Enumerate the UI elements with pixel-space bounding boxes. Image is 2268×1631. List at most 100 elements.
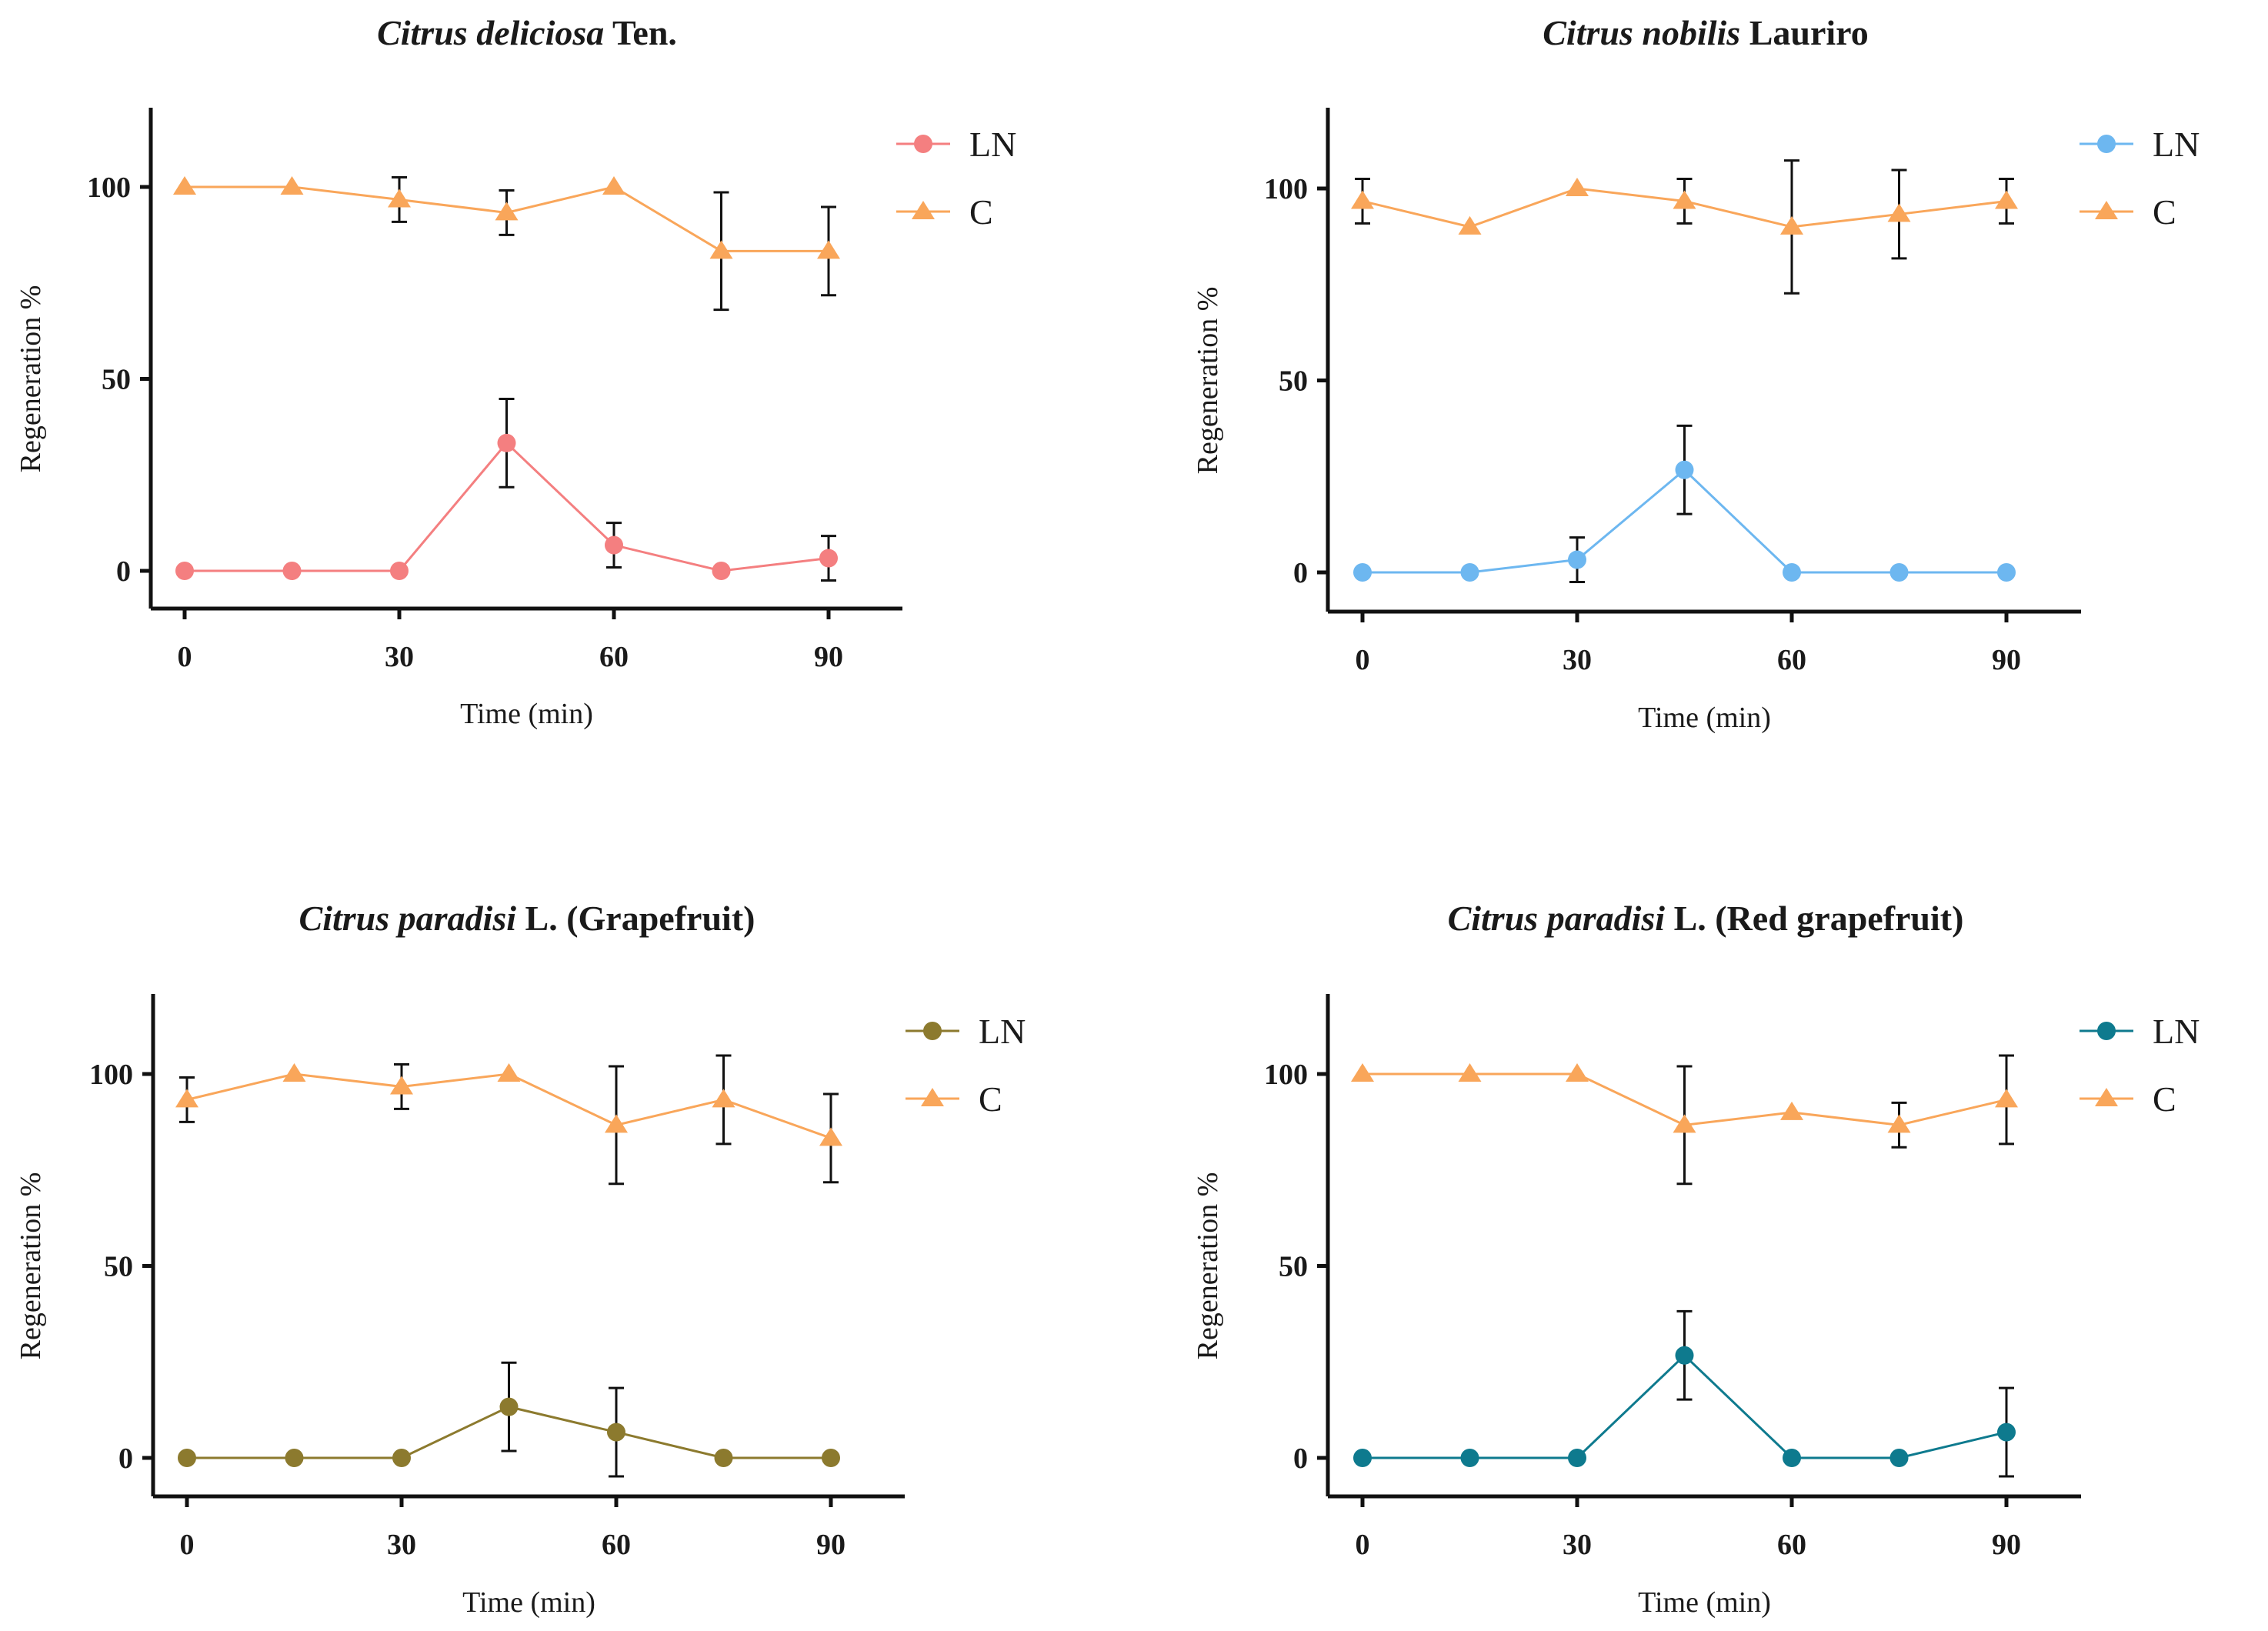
series-LN (1353, 424, 2016, 583)
data-point-circle (714, 1449, 733, 1467)
data-point-triangle (1887, 1114, 1911, 1133)
legend-entry-C: C (2080, 1079, 2176, 1119)
data-point-circle (1889, 563, 1909, 582)
legend-label: LN (979, 1012, 1026, 1051)
x-axis-label: Time (min) (1638, 702, 1771, 734)
x-tick-label: 30 (387, 1529, 416, 1561)
chart-title-rest: L. (Grapefruit) (516, 899, 755, 938)
data-point-triangle (1566, 1063, 1589, 1082)
x-tick-label: 60 (1777, 1529, 1806, 1561)
chart-panel-1: Citrus deliciosa Ten. 0 50 100 0 30 60 90 Time (… (15, 13, 1016, 730)
chart-title-italic: Citrus paradisi (1448, 899, 1666, 938)
data-point-triangle (1351, 1063, 1374, 1082)
x-tick-label: 90 (816, 1529, 845, 1561)
data-point-circle (822, 1449, 840, 1467)
data-point-triangle (388, 188, 411, 208)
legend-marker-triangle (2095, 201, 2118, 219)
data-point-circle (1568, 550, 1586, 569)
legend-entry-LN: LN (2080, 125, 2200, 164)
series-C (173, 176, 840, 312)
data-point-triangle (709, 240, 733, 259)
y-tick-label: 0 (1293, 557, 1308, 589)
data-point-circle (1997, 563, 2016, 582)
x-tick-label: 90 (1992, 1529, 2021, 1561)
x-tick-label: 90 (814, 641, 843, 673)
data-point-triangle (1995, 1089, 2018, 1108)
data-point-circle (1353, 1449, 1372, 1467)
y-axis-label: Regeneration % (15, 285, 47, 473)
legend-entry-C: C (896, 192, 993, 232)
x-tick-label: 30 (1563, 644, 1592, 676)
data-point-triangle (605, 1114, 628, 1133)
chart-title: Citrus deliciosa Ten. (377, 13, 677, 52)
data-point-circle (712, 562, 731, 580)
data-point-circle (390, 562, 409, 580)
x-tick-label: 0 (180, 1529, 195, 1561)
x-tick-label: 0 (178, 641, 192, 673)
chart-panel-3: Citrus paradisi L. (Grapefruit) 0 50 100 0 30… (15, 899, 1026, 1619)
legend-label: LN (2153, 1012, 2200, 1051)
data-point-triangle (495, 202, 519, 221)
x-axis-label: Time (min) (1638, 1586, 1771, 1619)
legend-label: C (969, 192, 993, 232)
x-tick-label: 0 (1356, 644, 1370, 676)
x-tick-label: 30 (385, 641, 414, 673)
data-point-triangle (1673, 1114, 1696, 1133)
data-point-circle (178, 1449, 196, 1467)
data-point-triangle (282, 1063, 306, 1082)
series-line (186, 1072, 832, 1139)
y-tick-label: 100 (89, 1059, 133, 1091)
x-tick-label: 0 (1356, 1529, 1370, 1561)
y-tick-label: 100 (1264, 1059, 1308, 1091)
data-point-circle (1997, 1423, 2016, 1442)
data-point-triangle (390, 1076, 413, 1095)
x-tick-label: 60 (599, 641, 629, 673)
y-tick-label: 50 (102, 364, 131, 396)
y-axis-label: Regeneration % (1192, 1172, 1224, 1360)
x-tick-label: 60 (602, 1529, 631, 1561)
chart-title: Citrus paradisi L. (Grapefruit) (299, 899, 755, 938)
x-tick-label: 60 (1777, 644, 1806, 676)
legend-label: C (2153, 1079, 2176, 1119)
data-point-circle (175, 562, 194, 580)
chart-title-rest: Ten. (604, 13, 677, 52)
data-point-triangle (1887, 203, 1911, 222)
y-tick-label: 100 (1264, 173, 1308, 205)
data-point-triangle (1673, 190, 1696, 209)
legend-label: LN (969, 125, 1016, 164)
legend-label: LN (2153, 125, 2200, 164)
y-tick-label: 50 (1279, 365, 1308, 398)
y-axis-label: Regeneration % (15, 1172, 47, 1360)
legend-marker-circle (923, 1022, 942, 1040)
series-LN (1353, 1309, 2016, 1478)
series-C (1351, 159, 2018, 295)
chart-panel-2: Citrus nobilis Lauriro 0 50 100 0 30 60 90 Time … (1192, 13, 2200, 734)
y-tick-label: 100 (87, 172, 131, 204)
data-point-triangle (1351, 190, 1374, 209)
legend-marker-triangle (921, 1088, 944, 1106)
y-axis-label: Regeneration % (1192, 287, 1224, 475)
data-point-triangle (1566, 178, 1589, 196)
series-LN (175, 397, 838, 582)
legend-entry-LN: LN (896, 125, 1016, 164)
x-axis-label: Time (min) (460, 698, 593, 730)
data-point-triangle (712, 1089, 735, 1108)
data-point-triangle (1780, 215, 1803, 235)
data-point-triangle (817, 240, 840, 259)
legend-label: C (2153, 192, 2176, 232)
x-tick-label: 30 (1563, 1529, 1592, 1561)
y-tick-label: 0 (118, 1443, 133, 1475)
data-point-circle (1889, 1449, 1909, 1467)
chart-title-italic: Citrus deliciosa (377, 13, 604, 52)
chart-title: Citrus paradisi L. (Red grapefruit) (1448, 899, 1964, 938)
chart-panel-4: Citrus paradisi L. (Red grapefruit) 0 50 10… (1192, 899, 2200, 1619)
series-C (175, 1054, 842, 1186)
data-point-circle (1460, 1449, 1479, 1467)
y-tick-label: 50 (104, 1251, 133, 1283)
data-point-circle (1675, 460, 1694, 479)
series-C (1351, 1054, 2018, 1186)
y-tick-label: 0 (1293, 1443, 1308, 1475)
data-point-circle (499, 1397, 519, 1416)
data-point-circle (819, 549, 838, 568)
